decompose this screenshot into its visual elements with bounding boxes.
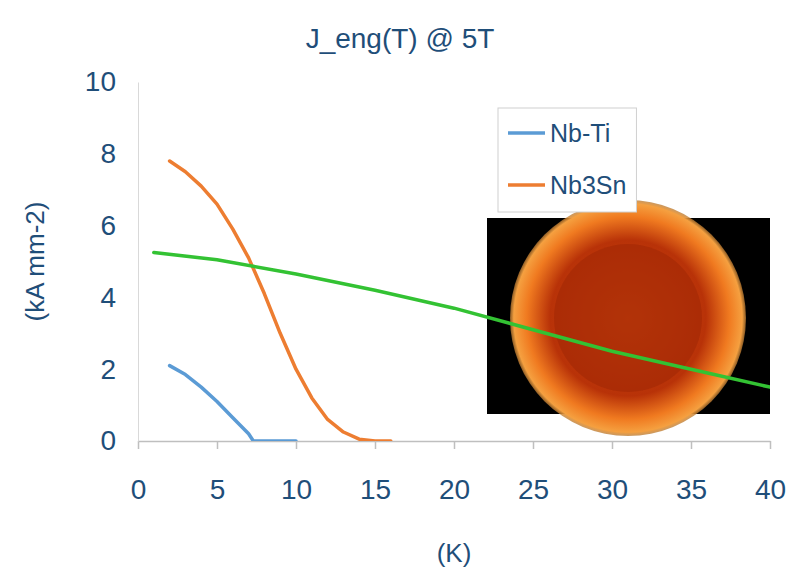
chart-title: J_eng(T) @ 5T [306, 23, 495, 54]
x-tick-mark [375, 441, 377, 449]
sun-disk [510, 200, 746, 436]
x-tick-mark [770, 441, 772, 449]
x-tick-mark [138, 441, 140, 449]
sun-image [487, 200, 770, 436]
x-tick-label: 35 [676, 474, 707, 505]
x-tick-mark [454, 441, 456, 449]
x-tick: 20 [439, 441, 470, 505]
x-tick-label: 25 [518, 474, 549, 505]
x-tick: 25 [518, 441, 549, 505]
x-tick: 0 [131, 441, 147, 505]
y-tick: 10 [85, 66, 138, 97]
y-tick: 6 [100, 210, 138, 241]
series-line [154, 253, 770, 388]
y-axis: 0 2 4 6 8 10 [85, 66, 139, 456]
x-tick: 10 [281, 441, 312, 505]
sun-core [554, 244, 702, 392]
legend-label: Nb-Ti [550, 119, 610, 147]
x-tick-label: 30 [597, 474, 628, 505]
y-tick-label: 2 [100, 354, 116, 385]
x-tick: 30 [597, 441, 628, 505]
legend-swatch [508, 131, 545, 135]
y-tick-label: 4 [100, 282, 116, 313]
x-axis-title: (K) [437, 538, 472, 568]
x-tick-label: 10 [281, 474, 312, 505]
legend: Nb-Ti Nb3Sn [498, 108, 636, 212]
y-tick: 2 [100, 354, 138, 385]
x-tick: 15 [360, 441, 391, 505]
series-line [170, 161, 391, 441]
legend-swatch [508, 183, 545, 187]
x-tick-mark [296, 441, 298, 449]
y-tick-label: 6 [100, 210, 116, 241]
x-tick-label: 5 [210, 474, 226, 505]
x-tick: 5 [210, 441, 226, 505]
y-axis-line [138, 83, 139, 442]
legend-box [498, 108, 636, 212]
y-tick-label: 0 [100, 425, 116, 456]
x-tick-mark [612, 441, 614, 449]
y-tick-label: 8 [100, 138, 116, 169]
y-tick-label: 10 [85, 66, 116, 97]
legend-label: Nb3Sn [550, 171, 626, 199]
y-tick: 0 [100, 425, 138, 456]
x-tick: 35 [676, 441, 707, 505]
y-axis-title: (kA mm-2) [20, 202, 50, 322]
y-tick: 4 [100, 282, 138, 313]
x-tick-label: 40 [755, 474, 786, 505]
y-tick: 8 [100, 138, 138, 169]
x-tick-mark [217, 441, 219, 449]
x-tick-label: 0 [131, 474, 147, 505]
x-tick-mark [533, 441, 535, 449]
plot-area [154, 161, 770, 441]
series-line [170, 366, 296, 441]
chart: J_eng(T) @ 5T 0 5 10 15 20 25 30 35 40 0 2 4 6 8 10 (K) (… [0, 0, 791, 575]
x-tick-mark [691, 441, 693, 449]
x-tick-label: 20 [439, 474, 470, 505]
x-axis: 0 5 10 15 20 25 30 35 40 [131, 441, 786, 505]
x-tick: 40 [755, 441, 786, 505]
x-tick-label: 15 [360, 474, 391, 505]
